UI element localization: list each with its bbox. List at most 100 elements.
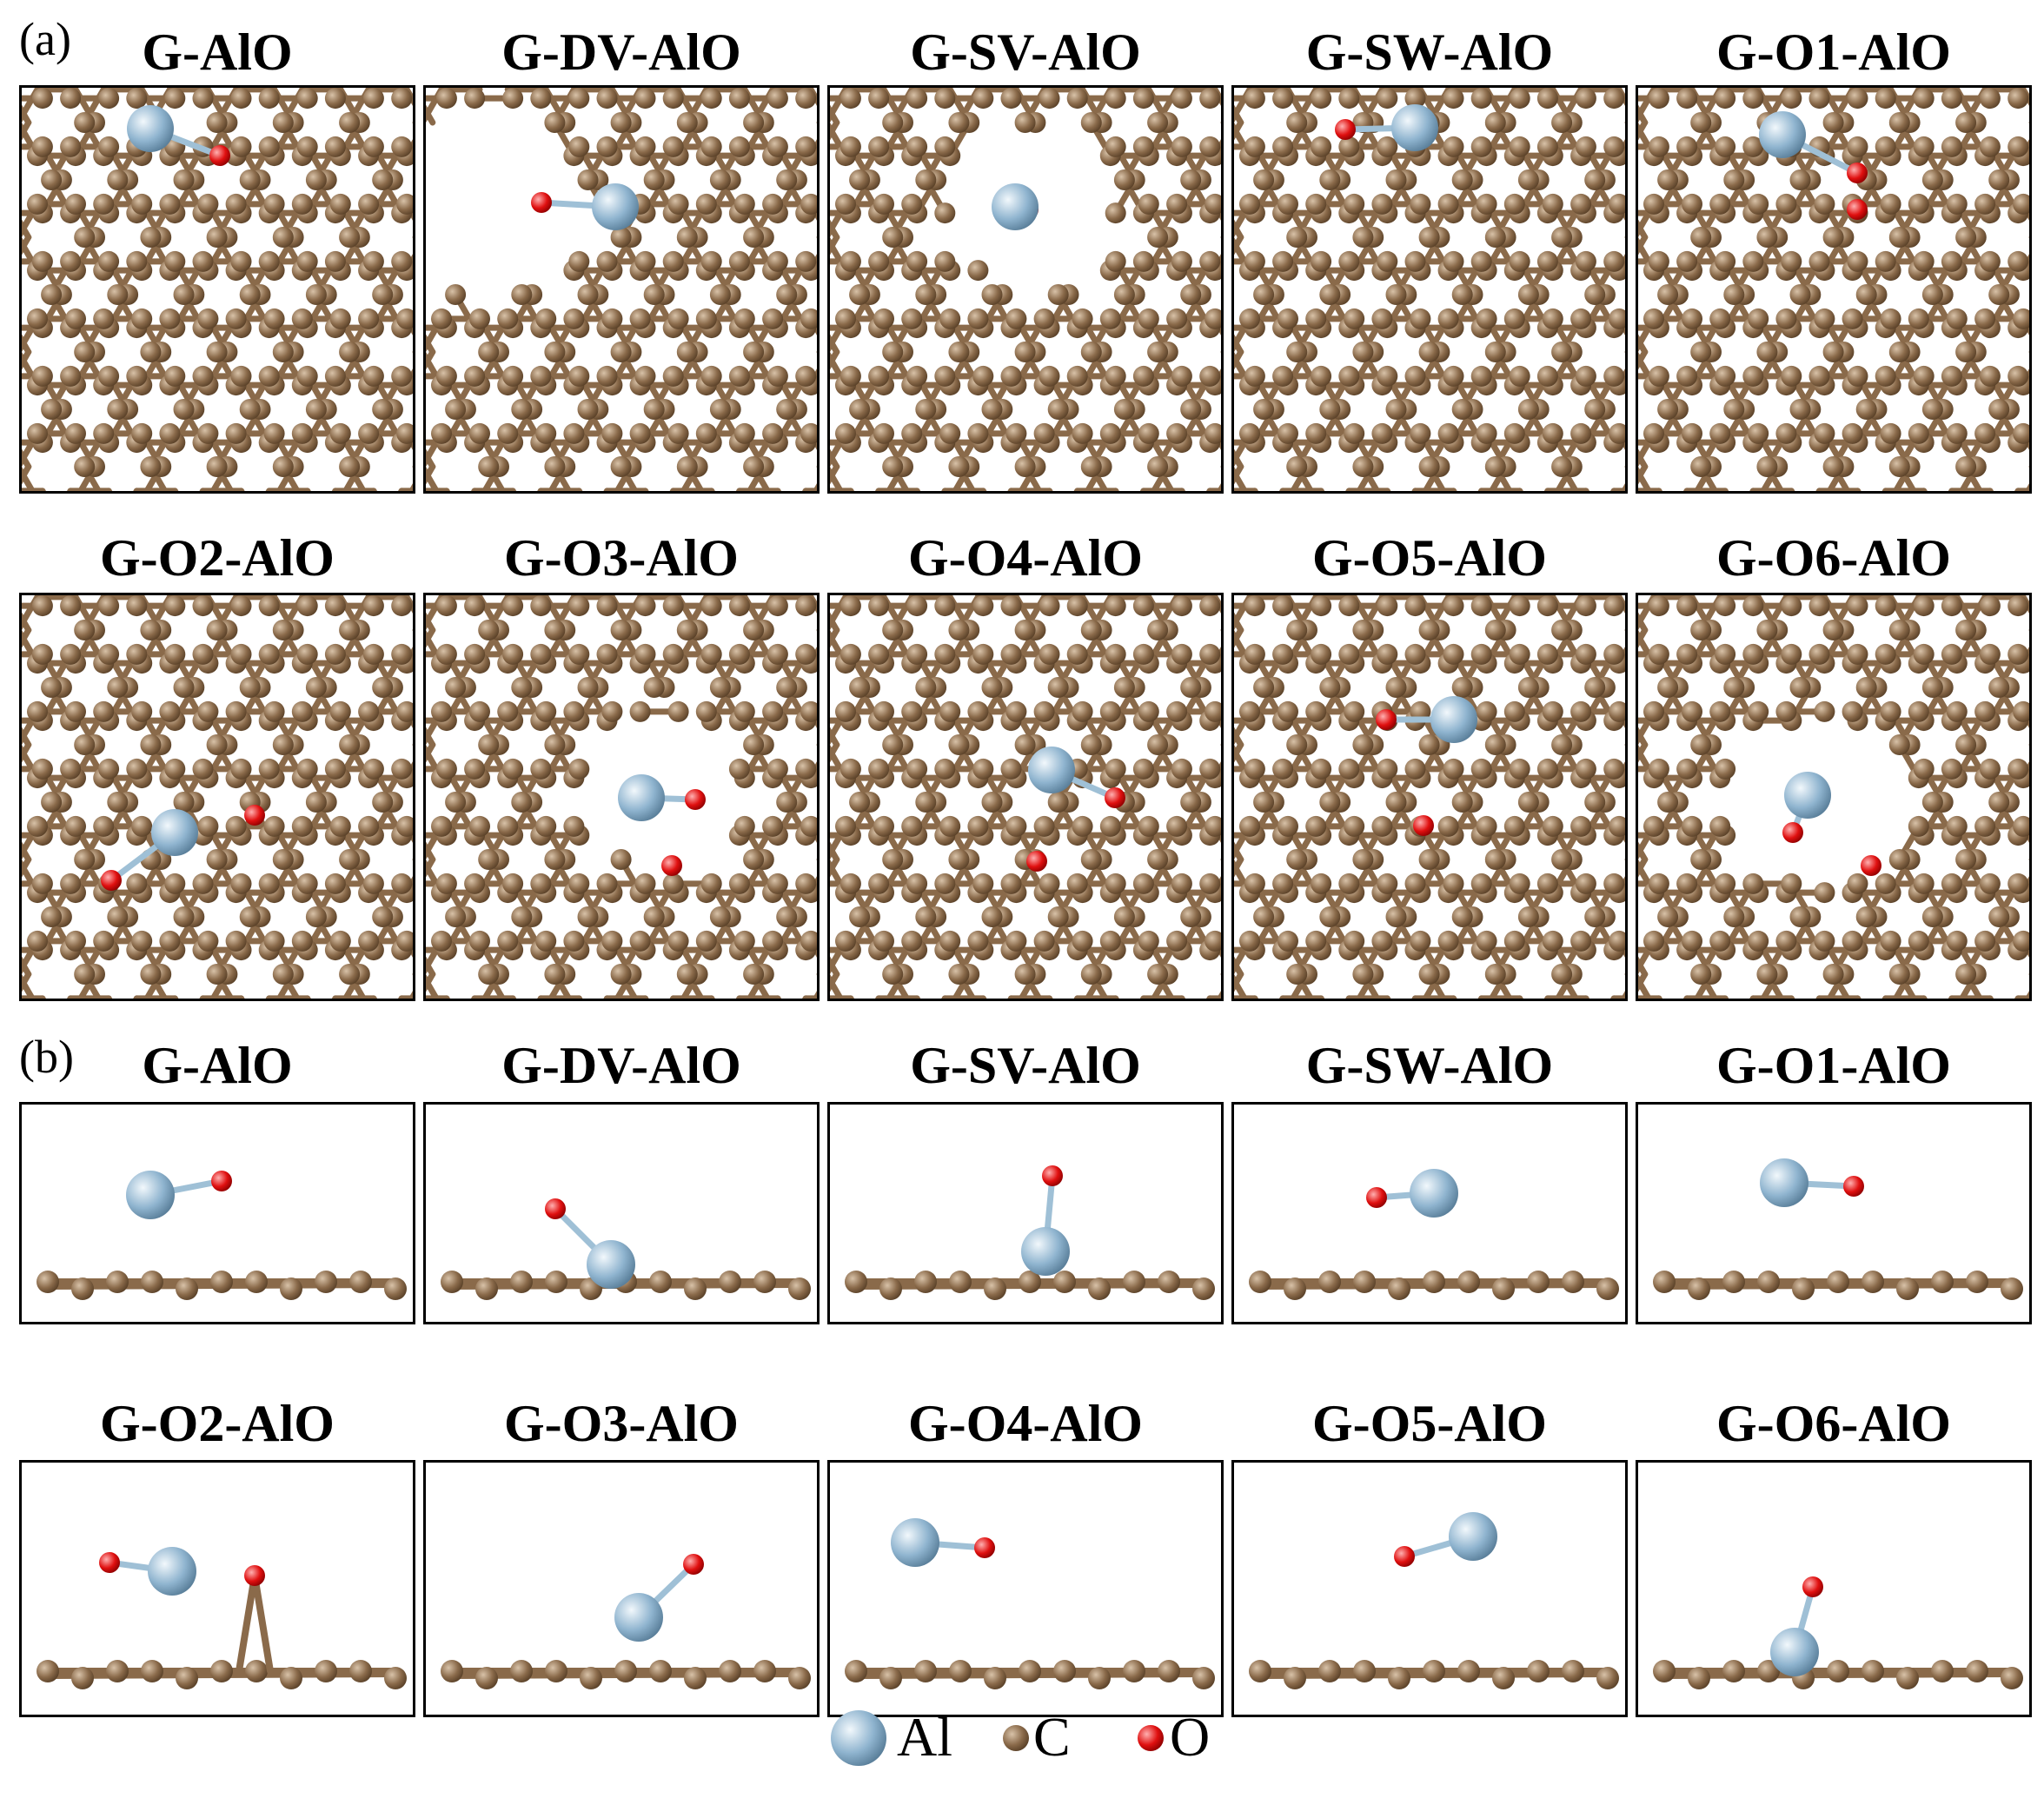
carbon-atom — [1653, 1271, 1676, 1293]
carbon-atom — [1484, 620, 1506, 640]
top-view-panel-0 — [19, 85, 415, 494]
carbon-atom — [1536, 365, 1558, 387]
carbon-atom — [176, 1277, 198, 1300]
aluminum-atom — [1784, 772, 1831, 819]
carbon-atom — [2008, 88, 2029, 109]
carbon-atom — [981, 906, 1003, 927]
carbon-atom — [1088, 1277, 1111, 1300]
carbon-atom — [1979, 365, 2001, 387]
carbon-atom — [263, 700, 285, 722]
carbon-atom — [967, 700, 989, 722]
carbon-atom — [1005, 308, 1027, 329]
carbon-atom — [305, 399, 327, 420]
oxygen-atom — [1802, 1576, 1823, 1597]
carbon-atom — [1988, 169, 2010, 190]
carbon-atom — [225, 308, 247, 329]
carbon-atom — [1278, 308, 1298, 329]
carbon-atom — [1147, 620, 1169, 640]
carbon-atom — [1974, 193, 1996, 215]
carbon-atom — [1847, 365, 1868, 387]
carbon-atom — [1132, 643, 1154, 665]
carbon-atom — [795, 365, 817, 387]
carbon-atom — [1033, 815, 1055, 837]
carbon-atom — [1132, 758, 1154, 780]
carbon-atom — [577, 284, 599, 305]
carbon-atom — [1551, 849, 1573, 870]
carbon-atom — [107, 792, 129, 813]
side-view-panel-7 — [827, 1460, 1224, 1717]
carbon-atom — [230, 365, 252, 387]
carbon-atom — [1723, 906, 1745, 927]
carbon-atom — [788, 1277, 811, 1300]
side-view-panel-9 — [1636, 1460, 2032, 1717]
carbon-atom — [126, 595, 148, 617]
carbon-atom — [967, 308, 989, 329]
carbon-atom — [1272, 643, 1294, 665]
carbon-atom — [1542, 700, 1563, 722]
carbon-atom — [329, 193, 351, 215]
carbon-atom — [126, 88, 148, 109]
oxygen-atom — [1042, 1165, 1063, 1186]
carbon-atom — [98, 643, 120, 665]
carbon-atom — [1584, 169, 1606, 190]
carbon-atom — [1789, 677, 1811, 698]
carbon-atom — [126, 643, 148, 665]
carbon-atom — [305, 169, 327, 190]
carbon-atom — [981, 792, 1003, 813]
carbon-atom — [1562, 1271, 1584, 1293]
carbon-atom — [431, 308, 452, 329]
carbon-atom — [192, 365, 214, 387]
carbon-atom — [1033, 700, 1055, 722]
carbon-atom — [776, 284, 798, 305]
carbon-atom — [1418, 849, 1440, 870]
carbon-atom — [596, 365, 618, 387]
carbon-atom — [1470, 643, 1492, 665]
carbon-atom — [766, 88, 788, 109]
carbon-atom — [315, 1271, 337, 1293]
top-view-structure-2 — [830, 88, 1221, 491]
carbon-atom — [882, 456, 904, 477]
carbon-atom — [1158, 1660, 1180, 1682]
carbon-atom — [906, 88, 928, 109]
carbon-atom — [478, 734, 500, 755]
top-view-structure-9 — [1638, 595, 2029, 999]
carbon-atom — [1682, 815, 1702, 837]
carbon-atom — [239, 677, 261, 698]
carbon-atom — [1847, 88, 1868, 109]
carbon-atom — [795, 595, 817, 617]
carbon-atom — [1688, 1277, 1710, 1300]
carbon-atom — [1132, 595, 1154, 617]
carbon-atom — [568, 758, 590, 780]
dopant-oxygen-atom — [1026, 851, 1047, 872]
carbon-atom — [1443, 595, 1464, 617]
carbon-atom — [1690, 342, 1712, 362]
carbon-atom — [1418, 456, 1440, 477]
carbon-atom — [1880, 422, 1901, 444]
carbon-atom — [800, 700, 817, 722]
carbon-atom — [1742, 365, 1764, 387]
carbon-atom — [634, 643, 656, 665]
carbon-atom — [1199, 136, 1221, 157]
oxygen-atom — [101, 870, 122, 891]
carbon-atom — [296, 88, 318, 109]
carbon-atom — [1847, 643, 1868, 665]
carbon-atom — [530, 365, 552, 387]
carbon-atom — [776, 906, 798, 927]
carbon-atom — [1941, 873, 1962, 894]
carbon-atom — [478, 620, 500, 640]
carbon-atom — [544, 112, 566, 133]
carbon-atom — [596, 88, 618, 109]
carbon-atom — [1657, 399, 1679, 420]
carbon-atom — [1690, 456, 1712, 477]
carbon-atom — [634, 873, 656, 894]
carbon-atom — [131, 422, 153, 444]
side_view-title-6: G-O3-AlO — [504, 1395, 739, 1452]
side-view-panel-1 — [423, 1102, 820, 1324]
carbon-atom — [1517, 284, 1539, 305]
aluminum-atom — [592, 183, 639, 230]
carbon-atom — [1199, 643, 1221, 665]
carbon-atom — [568, 136, 590, 157]
carbon-atom — [882, 112, 904, 133]
carbon-atom — [362, 758, 384, 780]
top-view-structure-1 — [426, 88, 817, 491]
